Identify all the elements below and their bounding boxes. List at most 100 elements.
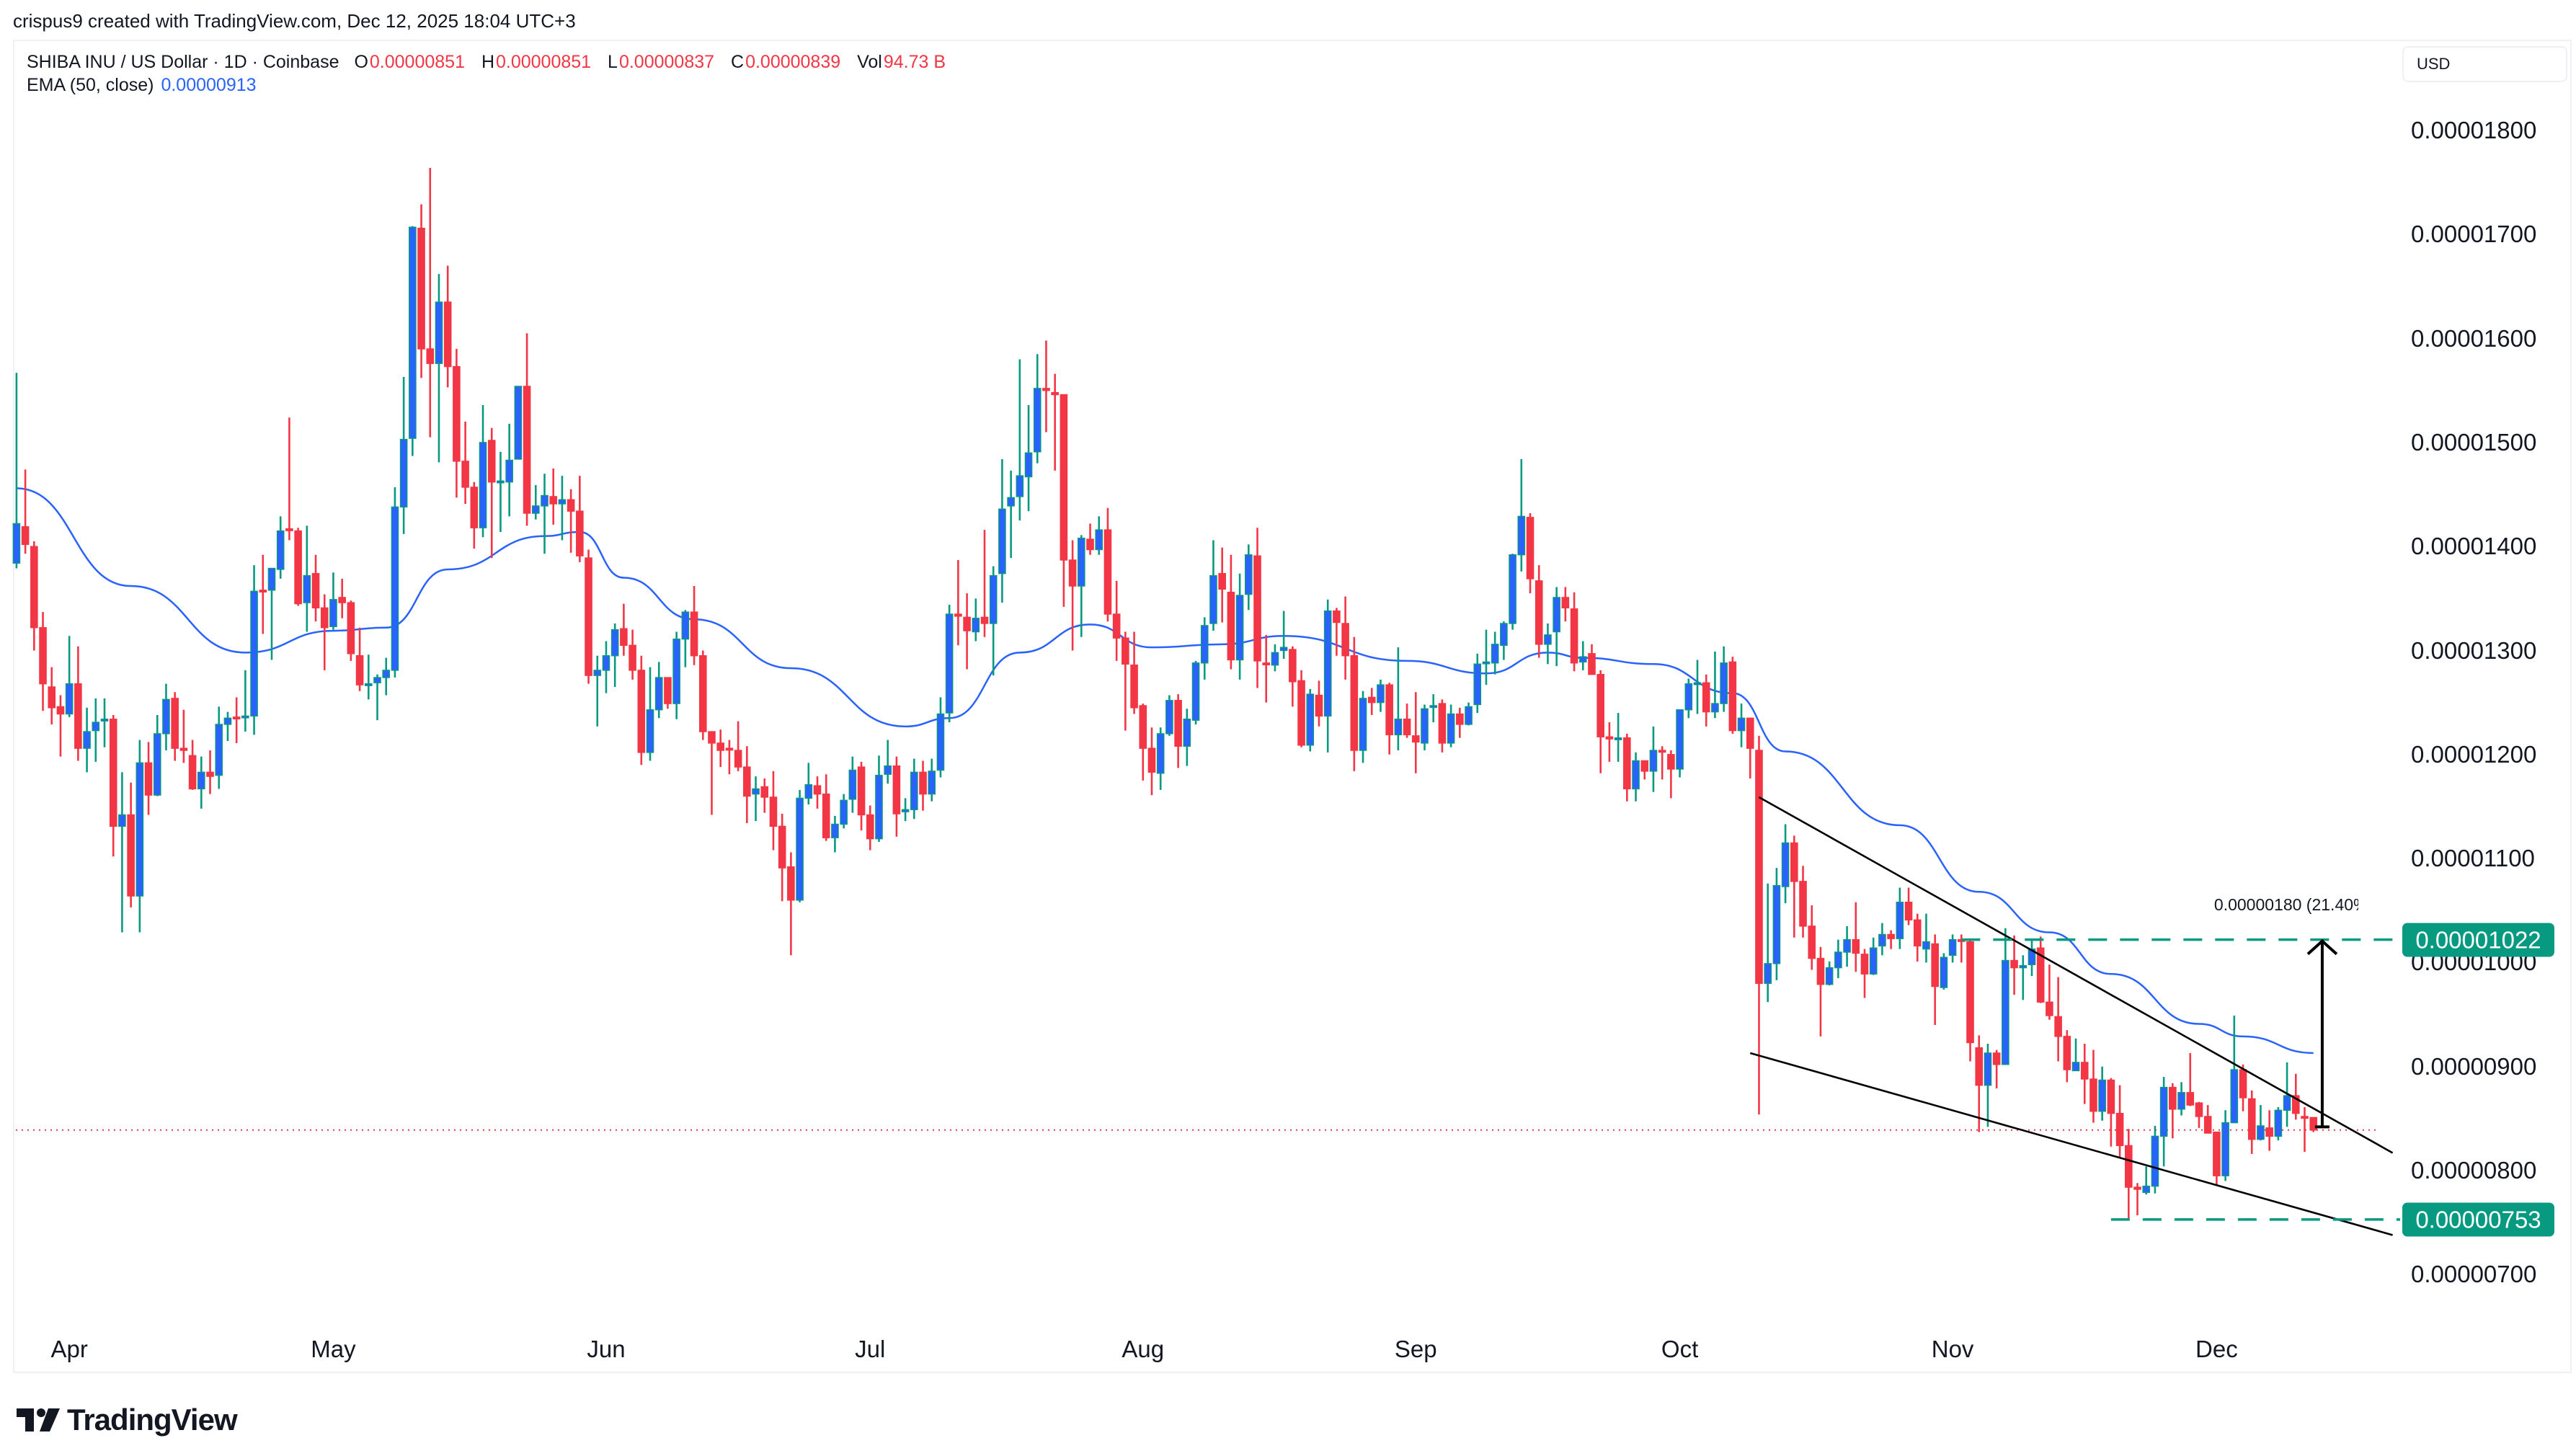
candle-body [1438,703,1447,744]
candle-body [945,613,954,714]
candle-down [1139,703,1147,781]
candle-up [1209,540,1217,631]
candle-body [1333,610,1341,623]
candle-up [1878,923,1886,956]
candle-down [2247,1090,2256,1154]
candle-body [954,613,962,617]
candle-down [1051,373,1059,471]
candle-up [681,610,690,667]
candle-body [1535,580,1543,645]
chart-pane[interactable] [13,40,2572,1373]
candle-body [2115,1112,2124,1147]
candle-body [347,602,355,654]
candle-body [2195,1102,2203,1117]
candle-up [1517,458,1526,572]
close-label: C [731,52,745,72]
measure-arrow-head [2306,938,2338,956]
candle-body [30,546,38,629]
candle-body [144,762,153,796]
candle-body [470,487,479,528]
candle-body [760,786,769,798]
candle-body [664,677,672,704]
candle-up [1509,554,1516,630]
candle-up [1165,695,1173,736]
candle-body [276,530,285,570]
candle-up [1007,470,1015,559]
candle-body [259,590,267,593]
candle-down [1860,949,1869,998]
candle-body [1200,625,1209,664]
candle-body [285,528,293,531]
candle-up [1271,644,1279,672]
candle-body [1421,708,1429,744]
candle-up [136,740,144,933]
measure-label: 0.00000180 (21.40% [2213,895,2358,914]
candle-up [989,566,998,676]
candle-down [1385,683,1393,755]
candle-body [1658,750,1666,753]
candle-body [1684,683,1693,711]
candle-up [1200,617,1209,680]
price-tick-label: 0.00000700 [2411,1261,2537,1288]
candle-body [2301,1116,2309,1119]
candle-body [787,866,795,901]
candle-down [778,814,786,902]
candle-body [1253,555,1261,662]
candle-body [1130,665,1138,709]
candle-down [2036,936,2045,1003]
candle-up [118,772,126,933]
price-tick-label: 0.00001500 [2411,428,2537,456]
candle-down [487,427,496,559]
candle-down [1623,733,1631,802]
candle-up [1016,359,1024,521]
candle-body [303,574,311,603]
candle-body [734,750,742,768]
candle-up [1447,704,1455,747]
candle-body [1068,559,1077,587]
candle-body [83,731,91,749]
candle-up [267,567,276,660]
candle-down [453,349,461,498]
currency-button[interactable]: USD [2402,46,2567,82]
candle-body [725,747,734,751]
price-tick-label: 0.00000800 [2411,1157,2537,1184]
candle-down [1367,688,1376,715]
candle-down [74,646,82,761]
candle-up [100,698,109,747]
candle-up [1578,641,1587,670]
candle-body [1112,613,1121,639]
candle-body [2291,1095,2300,1114]
candle-down [585,549,592,684]
tradingview-logo[interactable]: TradingView [17,1403,238,1437]
candle-down [725,740,734,775]
candle-body [2036,947,2045,1003]
candle-body [2089,1078,2097,1112]
candle-up [1156,727,1165,790]
candle-down [1887,930,1895,949]
candle-down [294,528,302,606]
candle-body [2151,1135,2159,1187]
candle-body [2133,1186,2141,1190]
candle-down [347,600,355,661]
candle-body [681,611,690,640]
candle-down [1728,657,1737,734]
month-tick-label: Jun [587,1336,626,1362]
candle-down [2301,1106,2309,1153]
candle-body [12,523,21,564]
candle-up [1377,679,1385,712]
candle-body [2239,1069,2247,1098]
candle-up [531,485,540,520]
candle-down [21,469,30,554]
candle-body [373,677,381,683]
candle-down [1403,703,1411,738]
candle-down [2089,1049,2097,1123]
candle-body [2142,1185,2151,1194]
candle-up [1429,694,1438,723]
candle-down [1640,760,1649,780]
candle-up [831,815,839,853]
candle-body [585,557,592,676]
candle-up [541,474,548,554]
candle-body [1984,1052,1992,1086]
upper-trendline [1758,796,2394,1154]
